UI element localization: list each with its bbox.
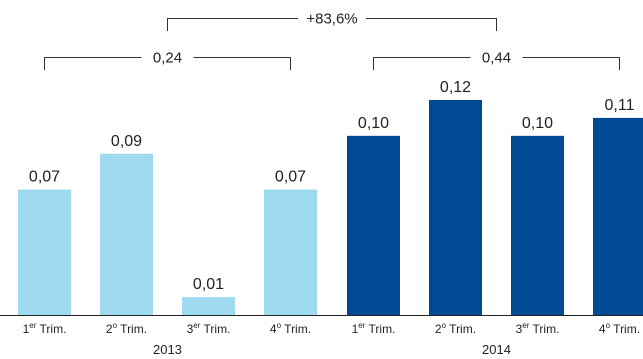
total-bracket-2014 (373, 57, 620, 70)
tick-label-2014-q4: 4o Trim. (599, 321, 640, 336)
value-label-2013-q3: 0,01 (193, 276, 224, 293)
value-labels-layer: 0,07 0,09 0,01 0,07 0,10 0,12 0,10 0,11 (29, 79, 635, 293)
total-label-2013: 0,24 (153, 50, 182, 67)
bar-2013-q1 (18, 189, 71, 315)
bar-2014-q1 (347, 135, 400, 315)
value-label-2014-q1: 0,10 (358, 115, 389, 132)
bar-2013-q2 (100, 153, 153, 315)
tick-labels-layer: 1er Trim. 2o Trim. 3er Trim. 4o Trim. 1er Tr… (23, 321, 640, 336)
tick-label-2014-q1: 1er Trim. (352, 321, 396, 336)
bar-2014-q2 (429, 100, 482, 315)
tick-label-2013-q4: 4o Trim. (270, 321, 311, 336)
year-label-2014: 2014 (482, 342, 511, 357)
tick-label-2013-q3: 3er Trim. (187, 321, 231, 336)
tick-label-2014-q2: 2o Trim. (435, 321, 476, 336)
bar-2013-q4 (264, 189, 317, 315)
change-label: +83,6% (306, 11, 357, 28)
bar-2013-q3 (182, 297, 235, 315)
tick-label-2013-q2: 2o Trim. (106, 321, 147, 336)
tick-label-2013-q1: 1er Trim. (23, 321, 67, 336)
value-label-2014-q3: 0,10 (522, 115, 553, 132)
change-bracket (167, 18, 497, 31)
bars-layer (18, 100, 643, 316)
total-bracket-2013 (44, 57, 291, 70)
value-label-2013-q4: 0,07 (275, 169, 306, 186)
value-label-2013-q2: 0,09 (111, 133, 142, 150)
value-label-2013-q1: 0,07 (29, 169, 60, 186)
bar-2014-q4 (593, 117, 643, 316)
total-label-2014: 0,44 (482, 50, 511, 67)
year-labels-layer: 2013 2014 (153, 342, 511, 357)
value-label-2014-q4: 0,11 (605, 97, 635, 114)
year-label-2013: 2013 (153, 342, 182, 357)
brackets-layer: 0,24 0,44 +83,6% (44, 11, 620, 70)
tick-label-2014-q3: 3er Trim. (516, 321, 560, 336)
bar-2014-q3 (511, 135, 564, 315)
value-label-2014-q2: 0,12 (440, 79, 471, 96)
